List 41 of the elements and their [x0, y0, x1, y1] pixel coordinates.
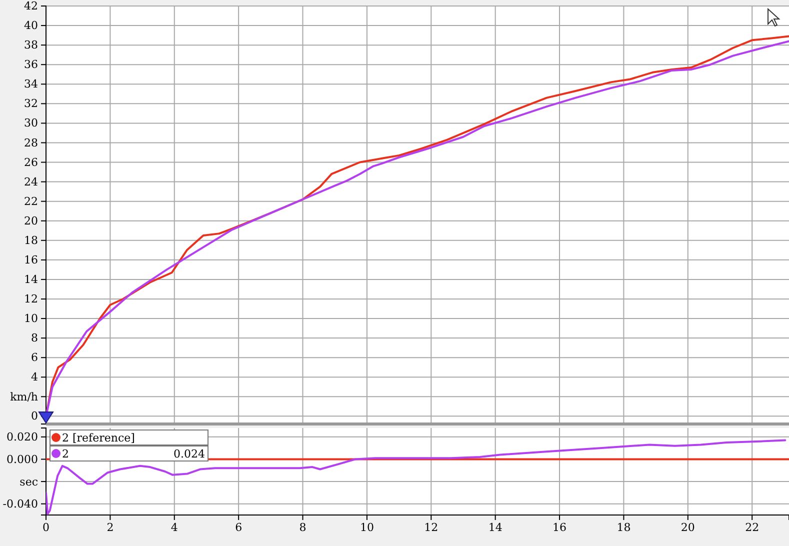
y-tick-label: 20: [24, 214, 38, 228]
y-tick-label: 16: [24, 253, 38, 266]
y-tick-label: 36: [24, 58, 38, 72]
annotation: 0.024: [174, 448, 205, 460]
y-tick-label: 0: [31, 410, 38, 423]
x-tick-label: 8: [299, 520, 306, 534]
y-tick-label: 0.020: [6, 430, 38, 444]
y-tick-label: 6: [31, 351, 38, 364]
y-tick-label: 4: [31, 370, 38, 384]
x-tick-label: 20: [680, 520, 695, 534]
x-tick-label: 4: [170, 520, 178, 534]
y-axis-title: km/h: [10, 390, 38, 404]
y-tick-label: 26: [24, 156, 38, 169]
y-tick-label: 32: [24, 97, 38, 110]
y-tick-label: -0.040: [2, 497, 38, 510]
y-tick-label: 38: [24, 38, 38, 52]
x-tick-label: 22: [745, 520, 760, 534]
y-axis-title: sec: [20, 476, 38, 489]
y-tick-label: 34: [24, 78, 38, 91]
x-tick-label: 14: [488, 520, 502, 534]
y-tick-label: 42: [24, 0, 38, 13]
x-tick-label: 12: [424, 520, 438, 534]
y-tick-label: 8: [31, 332, 38, 345]
x-tick-label: 18: [616, 520, 631, 534]
y-tick-label: 12: [24, 292, 38, 306]
x-tick-label: 6: [235, 520, 242, 534]
x-tick-label: 10: [360, 520, 374, 534]
y-tick-label: 30: [24, 116, 38, 130]
legend-label: 2: [62, 448, 69, 460]
legend-label: 2 [reference]: [62, 432, 135, 444]
y-tick-label: 14: [24, 272, 38, 286]
y-tick-label: 18: [24, 234, 38, 247]
x-tick-label: 16: [552, 520, 567, 534]
y-tick-label: 22: [24, 194, 38, 208]
y-tick-label: 28: [24, 136, 38, 150]
y-tick-label: 0.000: [6, 452, 38, 466]
y-tick-label: 24: [24, 175, 38, 188]
x-tick-label: 0: [42, 520, 50, 534]
y-tick-label: 10: [24, 312, 38, 326]
x-tick-label: 2: [106, 520, 114, 534]
y-tick-label: 40: [24, 19, 38, 32]
